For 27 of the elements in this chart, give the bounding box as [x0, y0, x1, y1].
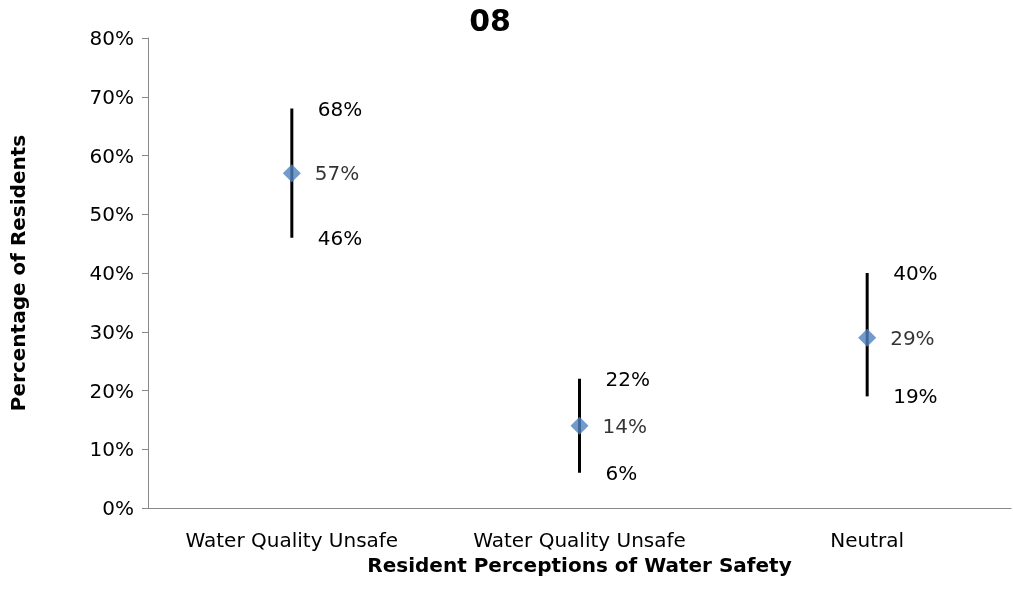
x-tick-label: Neutral	[830, 528, 905, 552]
y-tick-label: 80%	[89, 26, 134, 50]
chart-title: 08	[469, 2, 511, 38]
y-tick-label: 10%	[89, 437, 134, 462]
annotation: 46%	[317, 225, 363, 250]
y-tick-label: 0%	[102, 496, 134, 520]
point	[858, 328, 877, 347]
point	[282, 164, 301, 183]
annotation: 19%	[893, 384, 938, 409]
y-tick-label: 40%	[89, 261, 134, 285]
y-axis-title: Percentage of Residents	[6, 134, 30, 412]
y-tick-label: 30%	[89, 319, 134, 344]
data-label: 57%	[314, 161, 360, 186]
y-tick-label: 20%	[89, 378, 134, 403]
x-tick-label: Water Quality Unsafe	[473, 528, 686, 552]
x-tick-label: Water Quality Unsafe	[185, 528, 399, 552]
y-tick-label: 70%	[89, 84, 134, 109]
y-tick-label: 60%	[89, 143, 134, 168]
y-tick-label: 50%	[89, 202, 134, 227]
data-label: 14%	[602, 413, 647, 438]
annotation: 40%	[893, 261, 938, 285]
annotation: 22%	[605, 366, 650, 391]
x-axis-title: Resident Perceptions of Water Safety	[367, 552, 792, 577]
annotation: 68%	[317, 96, 363, 121]
annotation: 6%	[605, 460, 638, 485]
data-label: 29%	[890, 325, 935, 350]
point	[570, 416, 589, 435]
